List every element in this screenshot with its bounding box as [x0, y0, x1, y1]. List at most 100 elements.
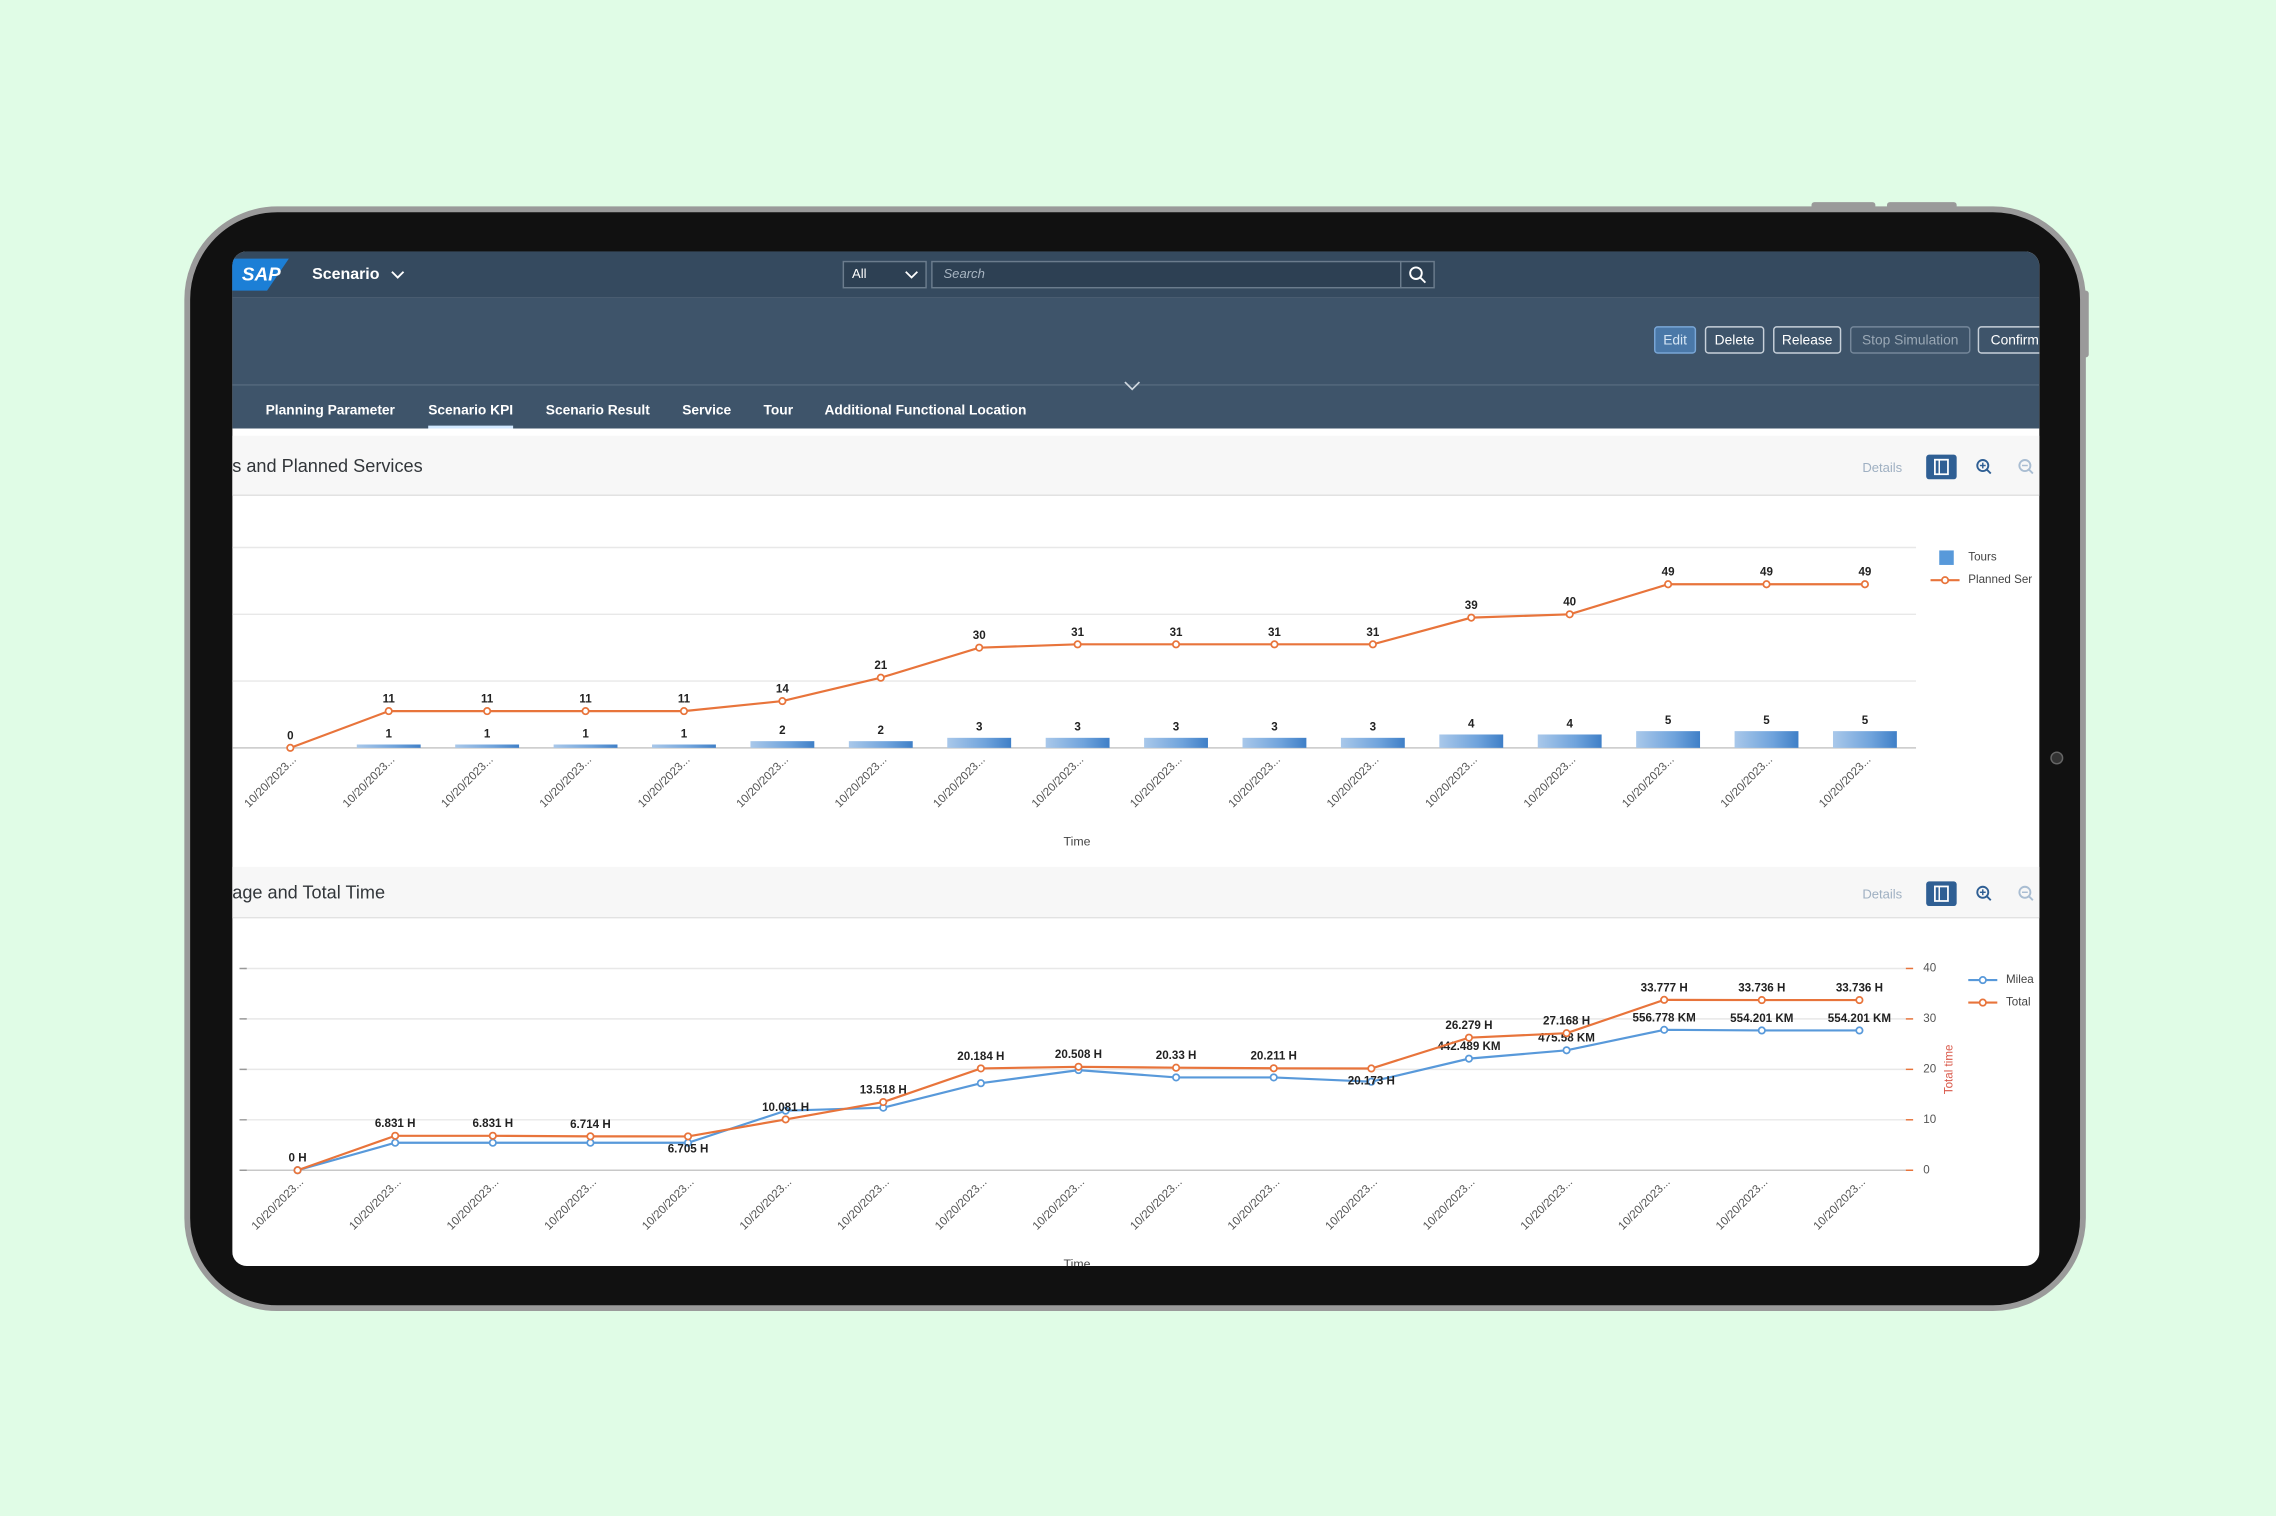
- line-point: [286, 743, 295, 752]
- app-title[interactable]: Scenario: [312, 266, 380, 283]
- legend-label: Total: [2006, 996, 2031, 1009]
- line-point: [1074, 1062, 1083, 1071]
- expand-chevron[interactable]: [1124, 381, 1141, 391]
- search-input[interactable]: [931, 260, 1402, 289]
- zoom-handle: [1986, 468, 1992, 475]
- legend-swatch: [1940, 576, 1950, 585]
- line-point: [1269, 1073, 1278, 1082]
- line-point: [876, 673, 885, 682]
- data-label: 21: [874, 659, 887, 672]
- data-label: 49: [1662, 566, 1675, 579]
- bar: [1144, 737, 1208, 748]
- data-label: 11: [383, 693, 396, 706]
- line-point: [1664, 580, 1673, 589]
- data-label: 5: [1665, 714, 1672, 727]
- line-point: [1762, 580, 1771, 589]
- bar: [1537, 734, 1602, 748]
- line-point: [1464, 1033, 1474, 1042]
- details-link[interactable]: Details: [1862, 887, 1902, 902]
- tab[interactable]: Tour: [764, 403, 794, 418]
- tab[interactable]: Planning Parameter: [266, 403, 396, 418]
- line-point: [1757, 1026, 1766, 1035]
- action-button[interactable]: [1773, 326, 1842, 354]
- search-button[interactable]: [1400, 260, 1435, 289]
- y2-tick-label: 10: [1923, 1113, 1936, 1126]
- tab[interactable]: Scenario KPI: [428, 403, 513, 418]
- search-icon: [1409, 266, 1423, 280]
- search-icon: [1419, 276, 1427, 284]
- zoom-out[interactable]: [2018, 459, 2032, 472]
- data-label: 11: [481, 693, 494, 706]
- data-label: 31: [1170, 626, 1183, 639]
- scope-select[interactable]: [842, 260, 927, 289]
- data-label: 49: [1760, 566, 1773, 579]
- data-label: 5: [1862, 714, 1869, 727]
- zoom-in[interactable]: [1976, 459, 1990, 472]
- line-point: [1270, 640, 1279, 649]
- line-point: [1464, 1054, 1474, 1063]
- data-label: 20.211 H: [1250, 1050, 1296, 1063]
- line-point: [879, 1097, 888, 1107]
- action-label[interactable]: Confirm: [1991, 332, 2039, 347]
- bar: [1045, 737, 1110, 748]
- line-point: [1171, 640, 1181, 649]
- bar: [455, 744, 520, 748]
- screen: SAP Scenario All Search Edit Delete Releas…: [232, 251, 2051, 1271]
- y2-tick-label: 20: [1923, 1062, 1936, 1075]
- data-label: 6.714 H: [570, 1118, 611, 1131]
- data-label: 1: [484, 727, 491, 740]
- data-label: 20.33 H: [1156, 1049, 1197, 1062]
- line-point: [781, 1106, 790, 1115]
- action-label[interactable]: Delete: [1715, 332, 1755, 347]
- data-label: 3: [1074, 721, 1081, 734]
- scope-label[interactable]: All: [852, 266, 867, 281]
- bar: [1832, 731, 1897, 748]
- legend-label: Tours: [1968, 551, 1997, 564]
- legend-swatch: [1939, 550, 1954, 565]
- action-button[interactable]: [1654, 326, 1697, 354]
- tab[interactable]: Service: [682, 403, 731, 418]
- action-label[interactable]: Release: [1782, 332, 1833, 347]
- bar: [1242, 737, 1307, 748]
- line-point: [1855, 996, 1864, 1005]
- data-label: 14: [776, 683, 789, 696]
- chevron[interactable]: [905, 271, 918, 279]
- zoom-out[interactable]: [2018, 885, 2032, 899]
- table-view-button[interactable]: [1926, 454, 1957, 480]
- zoom-handle: [2028, 468, 2034, 475]
- tab[interactable]: Additional Functional Location: [824, 403, 1026, 418]
- data-label: 27.168 H: [1543, 1015, 1590, 1028]
- line-point: [1172, 1063, 1181, 1072]
- action-label[interactable]: Stop Simulation: [1862, 332, 1958, 347]
- action-button[interactable]: [1977, 326, 2051, 354]
- data-label: 10.081 H: [762, 1101, 809, 1114]
- details-link[interactable]: Details: [1862, 460, 1902, 475]
- line-point: [488, 1138, 497, 1147]
- x-axis-title: Time: [1064, 1257, 1091, 1271]
- line-point: [1660, 1025, 1669, 1034]
- zoom-in[interactable]: [1976, 885, 1990, 899]
- chevron[interactable]: [391, 271, 405, 279]
- line-point: [488, 1131, 497, 1140]
- data-label: 554.201 KM: [1828, 1012, 1891, 1025]
- object-header: [232, 297, 2040, 429]
- line-point: [483, 707, 492, 716]
- logo-shape: [232, 258, 289, 291]
- action-label[interactable]: Edit: [1663, 332, 1687, 347]
- legend-label: Planned Ser: [1968, 573, 2032, 586]
- chart-title: age and Total Time: [232, 883, 385, 903]
- data-label: 33.777 H: [1641, 981, 1688, 994]
- search-placeholder[interactable]: Search: [943, 266, 984, 281]
- bar: [848, 741, 913, 748]
- bar: [1636, 731, 1701, 748]
- y2-tick-label: 0: [1923, 1163, 1929, 1176]
- action-button[interactable]: [1704, 326, 1765, 354]
- data-label: 3: [1370, 721, 1377, 734]
- bar: [1340, 737, 1405, 748]
- table-view-button[interactable]: [1926, 881, 1957, 907]
- tab[interactable]: Scenario Result: [546, 403, 650, 418]
- line-point: [683, 1132, 693, 1141]
- line-point: [1562, 1029, 1571, 1038]
- action-button[interactable]: [1849, 326, 1971, 354]
